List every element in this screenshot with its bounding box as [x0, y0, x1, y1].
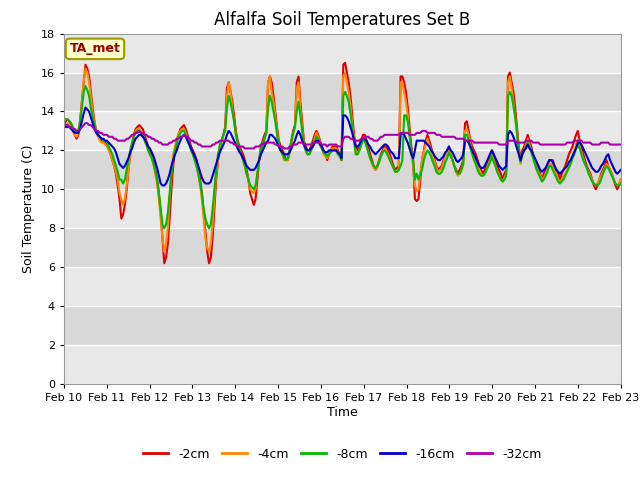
-2cm	[196, 177, 204, 182]
Line: -16cm: -16cm	[64, 108, 621, 185]
-8cm	[82, 84, 90, 89]
-8cm	[60, 119, 68, 124]
Title: Alfalfa Soil Temperatures Set B: Alfalfa Soil Temperatures Set B	[214, 11, 470, 29]
Text: TA_met: TA_met	[70, 42, 120, 55]
-4cm	[92, 130, 100, 136]
Line: -8cm: -8cm	[64, 86, 621, 228]
Bar	[64, 72, 621, 111]
-32cm	[276, 144, 284, 149]
-16cm	[198, 175, 205, 180]
-16cm	[200, 179, 207, 184]
-32cm	[617, 142, 625, 147]
Bar	[64, 228, 621, 267]
-16cm	[82, 105, 90, 110]
-32cm	[415, 130, 422, 136]
-8cm	[198, 191, 205, 196]
-4cm	[415, 186, 422, 192]
-4cm	[161, 249, 168, 254]
-4cm	[60, 124, 68, 130]
-32cm	[241, 145, 249, 151]
Line: -4cm: -4cm	[64, 69, 621, 252]
-2cm	[341, 60, 349, 66]
-4cm	[200, 216, 207, 221]
-16cm	[617, 167, 625, 173]
-32cm	[198, 144, 205, 149]
-8cm	[92, 128, 100, 134]
-16cm	[92, 130, 100, 136]
-2cm	[415, 196, 422, 202]
-8cm	[276, 147, 284, 153]
-16cm	[159, 182, 166, 188]
Legend: -2cm, -4cm, -8cm, -16cm, -32cm: -2cm, -4cm, -8cm, -16cm, -32cm	[138, 443, 547, 466]
Bar	[64, 111, 621, 150]
-8cm	[161, 226, 168, 231]
-16cm	[365, 142, 372, 147]
-4cm	[198, 196, 205, 202]
-4cm	[276, 147, 284, 153]
-16cm	[276, 147, 284, 153]
-32cm	[196, 142, 204, 147]
Bar	[64, 345, 621, 384]
Line: -32cm: -32cm	[64, 123, 621, 148]
-2cm	[617, 177, 625, 182]
-8cm	[365, 149, 372, 155]
-2cm	[198, 191, 205, 196]
Bar	[64, 150, 621, 189]
-8cm	[415, 177, 422, 182]
Y-axis label: Soil Temperature (C): Soil Temperature (C)	[22, 144, 35, 273]
Bar	[64, 267, 621, 306]
-32cm	[60, 122, 68, 128]
-4cm	[617, 177, 625, 182]
-4cm	[365, 149, 372, 155]
-16cm	[60, 124, 68, 130]
-2cm	[275, 138, 283, 144]
-8cm	[617, 180, 625, 186]
Bar	[64, 34, 621, 72]
-32cm	[365, 134, 372, 140]
Bar	[64, 306, 621, 345]
-32cm	[82, 120, 90, 126]
-4cm	[82, 66, 90, 72]
X-axis label: Time: Time	[327, 406, 358, 419]
Bar	[64, 189, 621, 228]
-2cm	[161, 261, 168, 266]
-2cm	[365, 144, 372, 149]
-2cm	[91, 119, 99, 124]
Line: -2cm: -2cm	[64, 63, 621, 264]
-2cm	[60, 122, 68, 128]
-8cm	[200, 206, 207, 212]
-32cm	[92, 128, 100, 134]
-16cm	[415, 138, 422, 144]
